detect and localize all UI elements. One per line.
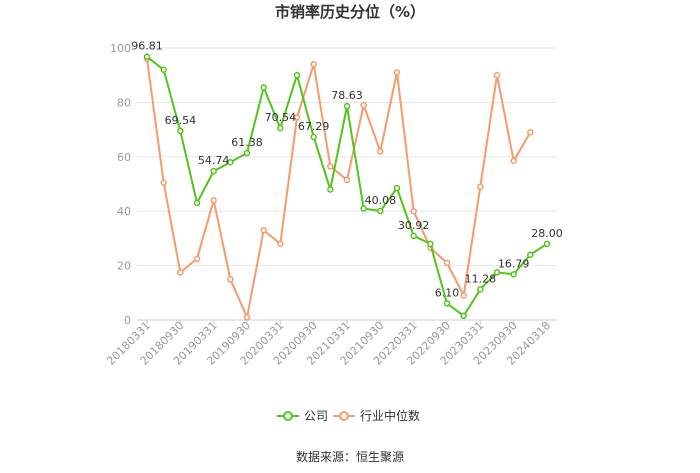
data-label: 54.74 bbox=[198, 154, 230, 167]
legend[interactable]: 公司 行业中位数 bbox=[277, 408, 420, 423]
data-point[interactable] bbox=[177, 269, 184, 276]
data-point[interactable] bbox=[277, 124, 284, 132]
data-point[interactable] bbox=[510, 271, 517, 278]
data-point[interactable] bbox=[210, 197, 217, 204]
y-axis-ticks: 0 20 40 60 80 100 bbox=[110, 42, 131, 327]
y-tick-label: 20 bbox=[117, 260, 131, 273]
series-line-行业中位数 bbox=[146, 58, 532, 321]
data-point[interactable] bbox=[227, 158, 234, 166]
data-label: 67.29 bbox=[298, 120, 330, 133]
data-point[interactable] bbox=[377, 207, 384, 215]
data-point[interactable] bbox=[427, 240, 434, 248]
data-label: 96.81 bbox=[131, 40, 163, 53]
data-point[interactable] bbox=[377, 148, 384, 155]
y-tick-label: 100 bbox=[110, 42, 131, 55]
legend-label: 公司 bbox=[304, 409, 328, 423]
data-point[interactable] bbox=[160, 179, 167, 186]
data-point[interactable] bbox=[293, 71, 301, 79]
data-point[interactable] bbox=[493, 269, 501, 276]
data-point[interactable] bbox=[393, 184, 401, 192]
data-point[interactable] bbox=[193, 255, 201, 263]
data-point[interactable] bbox=[260, 226, 267, 234]
y-tick-label: 40 bbox=[117, 205, 131, 218]
data-point[interactable] bbox=[460, 292, 467, 299]
data-point[interactable] bbox=[527, 129, 534, 136]
legend-marker-icon bbox=[283, 411, 293, 421]
data-point[interactable] bbox=[327, 163, 334, 170]
data-point[interactable] bbox=[393, 69, 401, 76]
data-point[interactable] bbox=[443, 300, 451, 307]
legend-item[interactable]: 公司 bbox=[277, 409, 328, 423]
data-label: 6.10 bbox=[435, 286, 460, 299]
data-label: 70.54 bbox=[265, 111, 297, 124]
legend-marker-icon bbox=[339, 411, 349, 421]
chart-title: 市销率历史分位（%） bbox=[275, 3, 425, 21]
data-point[interactable] bbox=[310, 61, 317, 68]
data-point[interactable] bbox=[360, 205, 367, 212]
data-point[interactable] bbox=[477, 286, 484, 293]
data-point[interactable] bbox=[327, 186, 334, 193]
legend-label: 行业中位数 bbox=[360, 408, 420, 423]
data-point[interactable] bbox=[343, 102, 351, 110]
y-tick-label: 60 bbox=[117, 151, 131, 164]
data-label: 28.00 bbox=[531, 227, 563, 240]
data-label: 11.28 bbox=[465, 272, 497, 285]
data-point[interactable] bbox=[243, 314, 251, 321]
data-point[interactable] bbox=[543, 240, 551, 248]
data-point[interactable] bbox=[277, 240, 284, 248]
data-label: 30.92 bbox=[398, 219, 430, 232]
series-layer bbox=[143, 53, 551, 321]
data-point[interactable] bbox=[410, 232, 417, 240]
data-label: 61.38 bbox=[231, 136, 263, 149]
data-point[interactable] bbox=[343, 176, 351, 184]
data-point[interactable] bbox=[410, 207, 417, 215]
data-label: 69.54 bbox=[165, 114, 197, 127]
data-label: 16.79 bbox=[498, 257, 530, 270]
data-point[interactable] bbox=[510, 157, 517, 165]
data-point[interactable] bbox=[527, 251, 534, 258]
data-label: 40.08 bbox=[365, 194, 397, 207]
data-point[interactable] bbox=[477, 183, 484, 190]
data-point[interactable] bbox=[360, 101, 367, 109]
data-point[interactable] bbox=[160, 66, 167, 74]
data-point[interactable] bbox=[460, 312, 467, 320]
x-axis: 2018033120180930201903312019093020200331… bbox=[104, 319, 557, 368]
data-point[interactable] bbox=[260, 84, 267, 91]
data-point[interactable] bbox=[143, 53, 151, 60]
data-point[interactable] bbox=[293, 114, 301, 121]
data-point[interactable] bbox=[227, 275, 234, 283]
data-point[interactable] bbox=[210, 167, 217, 175]
data-source-note: 数据来源：恒生聚源 bbox=[296, 449, 404, 464]
data-point[interactable] bbox=[177, 127, 184, 135]
y-tick-label: 80 bbox=[117, 96, 131, 109]
data-point[interactable] bbox=[193, 199, 201, 207]
legend-item[interactable]: 行业中位数 bbox=[333, 408, 420, 423]
data-label: 78.63 bbox=[331, 89, 363, 102]
data-point[interactable] bbox=[243, 149, 251, 157]
data-point[interactable] bbox=[443, 259, 451, 267]
data-point[interactable] bbox=[493, 71, 501, 79]
y-tick-label: 0 bbox=[124, 314, 131, 327]
data-point[interactable] bbox=[310, 133, 317, 141]
